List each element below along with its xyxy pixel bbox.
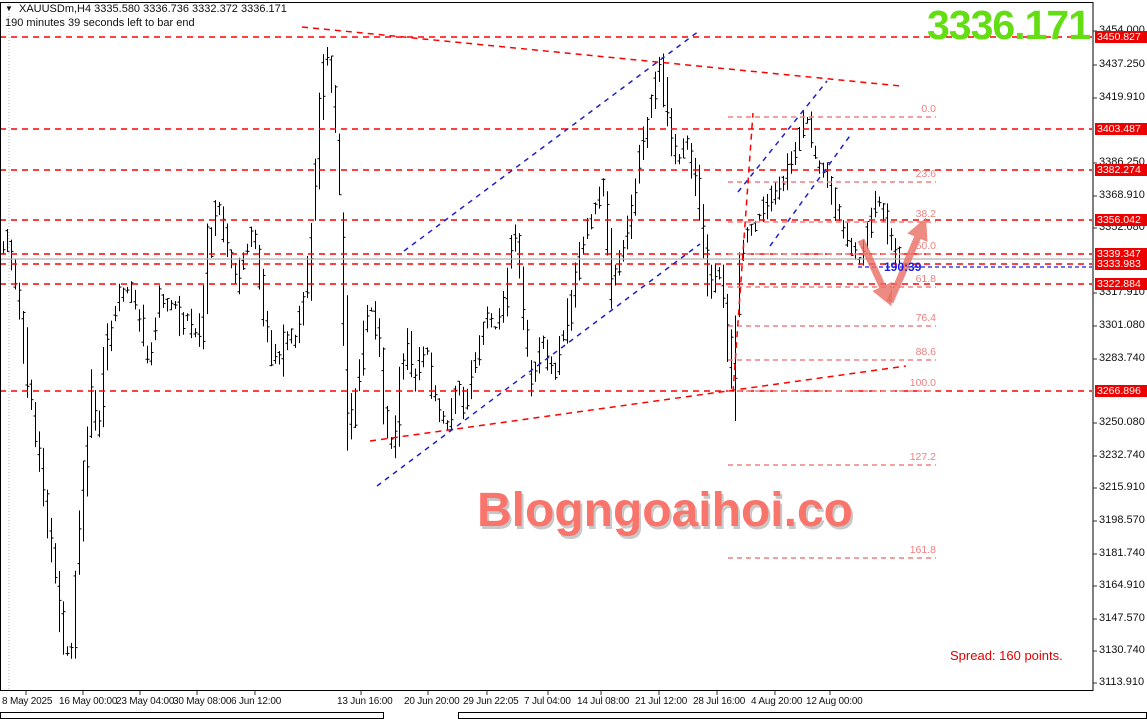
minor-channel-upper-line[interactable] (737, 80, 828, 193)
price-tick-label: 3368.910 (1099, 189, 1145, 201)
price-tick-label: 3250.080 (1099, 416, 1145, 428)
price-line-label: 3333.983 (1095, 258, 1147, 270)
collapse-triangle-icon[interactable]: ▼ (5, 4, 13, 13)
mini-countdown-text: 190:39 (884, 260, 922, 274)
time-tick-label: 28 Jul 16:00 (693, 696, 746, 707)
fib-label-61.8: 61.8 (915, 273, 936, 285)
price-tick-label: 3283.740 (1099, 352, 1145, 364)
bottom-scroll-segment-left[interactable] (0, 712, 384, 719)
price-line-label: 3356.042 (1095, 214, 1147, 226)
down-arrow[interactable] (857, 238, 893, 307)
time-tick-label: 4 Aug 20:00 (751, 696, 803, 707)
time-tick-label: 29 Jun 22:05 (463, 696, 519, 707)
price-tick-label: 3419.910 (1099, 91, 1145, 103)
symbol-label: XAUUSDm,H4 (18, 3, 92, 15)
price-tick-label: 3301.080 (1099, 319, 1145, 331)
fib-label-161.8: 161.8 (909, 544, 936, 556)
price-line-label: 3450.827 (1095, 31, 1147, 43)
time-tick-label: 23 May 04:00 (116, 696, 175, 707)
channel-lower-line[interactable] (376, 243, 701, 487)
horizontal-price-lines[interactable] (0, 36, 1092, 392)
time-tick-label: 20 Jun 20:00 (404, 696, 460, 707)
fib-label-127.2: 127.2 (909, 451, 936, 463)
price-line-label: 3403.487 (1095, 123, 1147, 135)
price-bars (1, 47, 902, 659)
fibonacci-lines[interactable] (728, 116, 936, 559)
price-tick-label: 3232.740 (1099, 449, 1145, 461)
price-tick-label: 3198.570 (1099, 514, 1145, 526)
channel-upper-line[interactable] (403, 30, 700, 252)
bottom-scroll-segment-right[interactable] (458, 712, 1147, 719)
price-tick-label: 3437.250 (1099, 58, 1145, 70)
price-line-label: 3339.347 (1095, 248, 1147, 260)
fib-label-0.0: 0.0 (921, 103, 936, 115)
fib-label-88.6: 88.6 (915, 346, 936, 358)
ascending-support-line[interactable] (369, 365, 907, 442)
price-tick-label: 3181.740 (1099, 547, 1145, 559)
price-axis[interactable]: 3454.000 3437.250 3419.910 3386.250 3368.910… (1093, 0, 1147, 695)
time-tick-label: 16 May 00:00 (59, 696, 118, 707)
minor-channel-lower-line[interactable] (769, 132, 853, 247)
fib-label-38.2: 38.2 (915, 208, 936, 220)
spread-note: Spread: 160 points. (950, 648, 1063, 663)
time-tick-label: 21 Jul 12:00 (635, 696, 688, 707)
price-tick-label: 3113.910 (1099, 676, 1145, 688)
trendlines[interactable] (301, 26, 907, 487)
price-tick-label: 3130.740 (1099, 644, 1145, 656)
time-tick-label: 13 Jun 16:00 (337, 696, 393, 707)
ohlc-values: 3335.580 3336.736 3332.372 3336.171 (94, 3, 287, 15)
price-line-label: 3322.884 (1095, 278, 1147, 290)
fib-label-23.6: 23.6 (915, 168, 936, 180)
bar-countdown-text: 190 minutes 39 seconds left to bar end (5, 17, 195, 29)
price-tick-label: 3215.910 (1099, 481, 1145, 493)
fib-label-50.0: 50.0 (915, 240, 936, 252)
fib-label-100.0: 100.0 (909, 377, 936, 389)
time-tick-label: 8 May 2025 (2, 696, 53, 707)
fib-label-76.4: 76.4 (915, 312, 936, 324)
signal-arrows[interactable] (857, 217, 928, 307)
time-tick-label: 14 Jul 08:00 (577, 696, 630, 707)
descending-resistance-line[interactable] (301, 26, 902, 87)
price-tick-label: 3147.570 (1099, 612, 1145, 624)
chart-frame (0, 2, 1097, 695)
symbol-info[interactable]: ▼ XAUUSDm,H4 3335.580 3336.736 3332.372 … (5, 3, 287, 15)
price-line-label: 3266.896 (1095, 385, 1147, 397)
big-quote-price: 3336.171 (926, 2, 1091, 48)
time-tick-label: 30 May 08:00 (173, 696, 232, 707)
watermark: Blogngoaihoi.co (477, 484, 853, 537)
up-arrow[interactable] (886, 217, 928, 304)
time-axis[interactable]: 8 May 2025 16 May 00:00 23 May 04:00 30 May… (0, 692, 1147, 712)
price-line-label: 3382.274 (1095, 164, 1147, 176)
time-tick-label: 7 Jul 04:00 (524, 696, 571, 707)
time-tick-label: 6 Jun 12:00 (231, 696, 282, 707)
price-tick-label: 3164.910 (1099, 579, 1145, 591)
time-tick-label: 12 Aug 00:00 (806, 696, 863, 707)
fib-base-line[interactable] (732, 112, 754, 393)
